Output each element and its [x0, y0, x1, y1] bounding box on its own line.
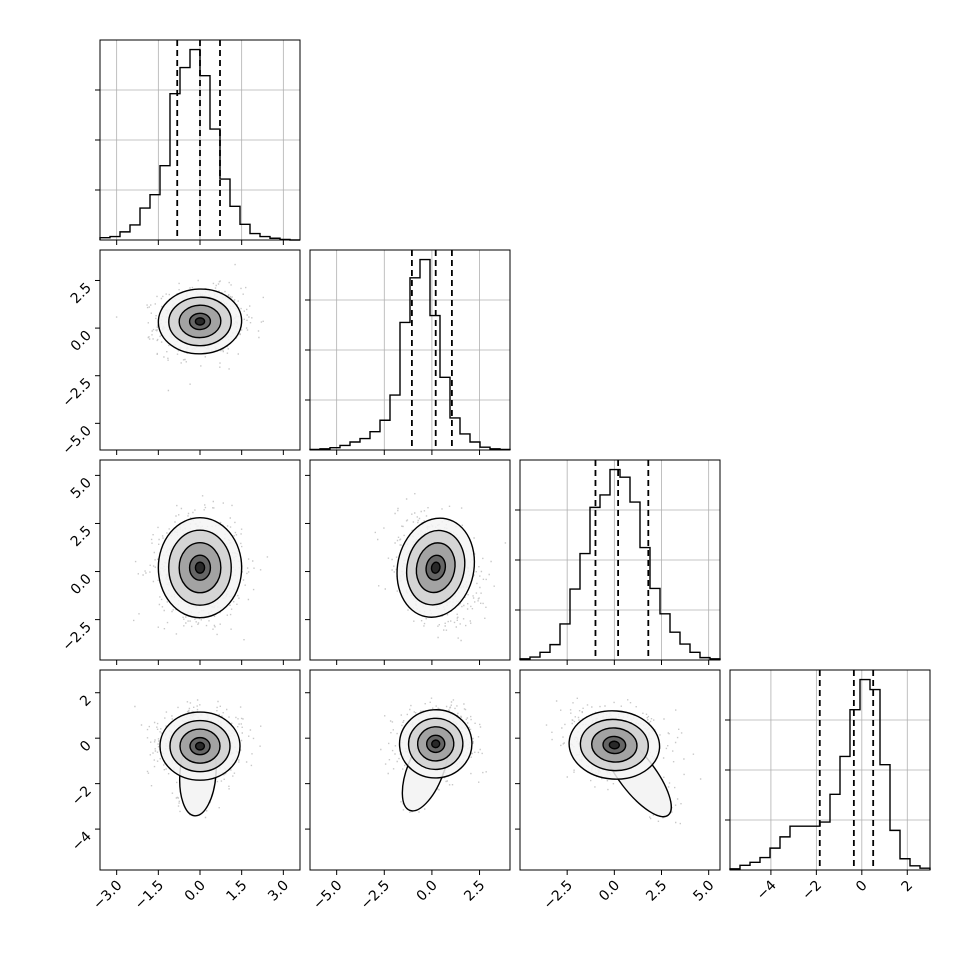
density-panel [99, 669, 301, 871]
histogram-panel [515, 459, 721, 661]
y-tick-label: 0 [77, 738, 95, 756]
density-contour [431, 739, 441, 749]
x-tick-label: −5.0 [310, 878, 345, 913]
x-tick-label: 2.5 [461, 878, 488, 905]
y-tick-label: 2.5 [68, 280, 95, 307]
y-tick-label: 0.0 [68, 328, 95, 355]
histogram-frame [519, 459, 721, 661]
density-frame [519, 669, 721, 871]
histogram-frame [309, 249, 511, 451]
x-tick-label: 0 [853, 878, 871, 896]
y-tick-label: −5.0 [59, 423, 94, 458]
x-tick-label: −2 [799, 878, 825, 904]
x-tick-label: 5.0 [690, 878, 717, 905]
density-contour [194, 317, 206, 326]
histogram-panel [95, 39, 301, 241]
x-tick-label: 0.0 [596, 878, 623, 905]
histogram-series [519, 468, 721, 660]
density-frame [309, 459, 511, 661]
x-tick-label: 2.5 [643, 878, 670, 905]
y-tick-label: 0.0 [68, 571, 95, 598]
density-panel [309, 669, 511, 871]
density-frame [309, 669, 511, 871]
density-contour [194, 741, 206, 751]
y-tick-label: −2.5 [59, 375, 94, 410]
histogram-panel [305, 249, 511, 451]
density-contour [608, 740, 621, 750]
density-contour [194, 561, 206, 574]
density-contour [430, 561, 441, 574]
x-tick-label: −2.5 [358, 878, 393, 913]
histogram-series [729, 678, 931, 870]
histogram-series [309, 258, 511, 451]
density-panel [519, 669, 721, 871]
y-tick-label: 5.0 [68, 475, 95, 502]
x-tick-label: −1.5 [132, 878, 167, 913]
x-tick-label: 2 [898, 878, 916, 896]
histogram-panel [725, 669, 931, 871]
x-tick-label: 3.0 [265, 878, 292, 905]
histogram-series [99, 48, 300, 241]
x-tick-label: 0.0 [182, 878, 209, 905]
x-tick-label: 0.0 [414, 878, 441, 905]
x-tick-label: −2.5 [541, 878, 576, 913]
y-tick-label: −2 [69, 783, 95, 809]
x-tick-label: −3.0 [90, 878, 125, 913]
y-tick-label: 2.5 [68, 523, 95, 550]
density-panel [99, 459, 301, 661]
histogram-frame [729, 669, 931, 871]
x-tick-label: 1.5 [223, 878, 250, 905]
density-panel [309, 459, 511, 661]
y-tick-label: −2.5 [59, 619, 94, 654]
y-tick-label: 2 [77, 692, 95, 710]
y-tick-label: −4 [69, 829, 95, 855]
x-tick-label: −4 [754, 877, 780, 903]
density-panel [99, 249, 301, 451]
